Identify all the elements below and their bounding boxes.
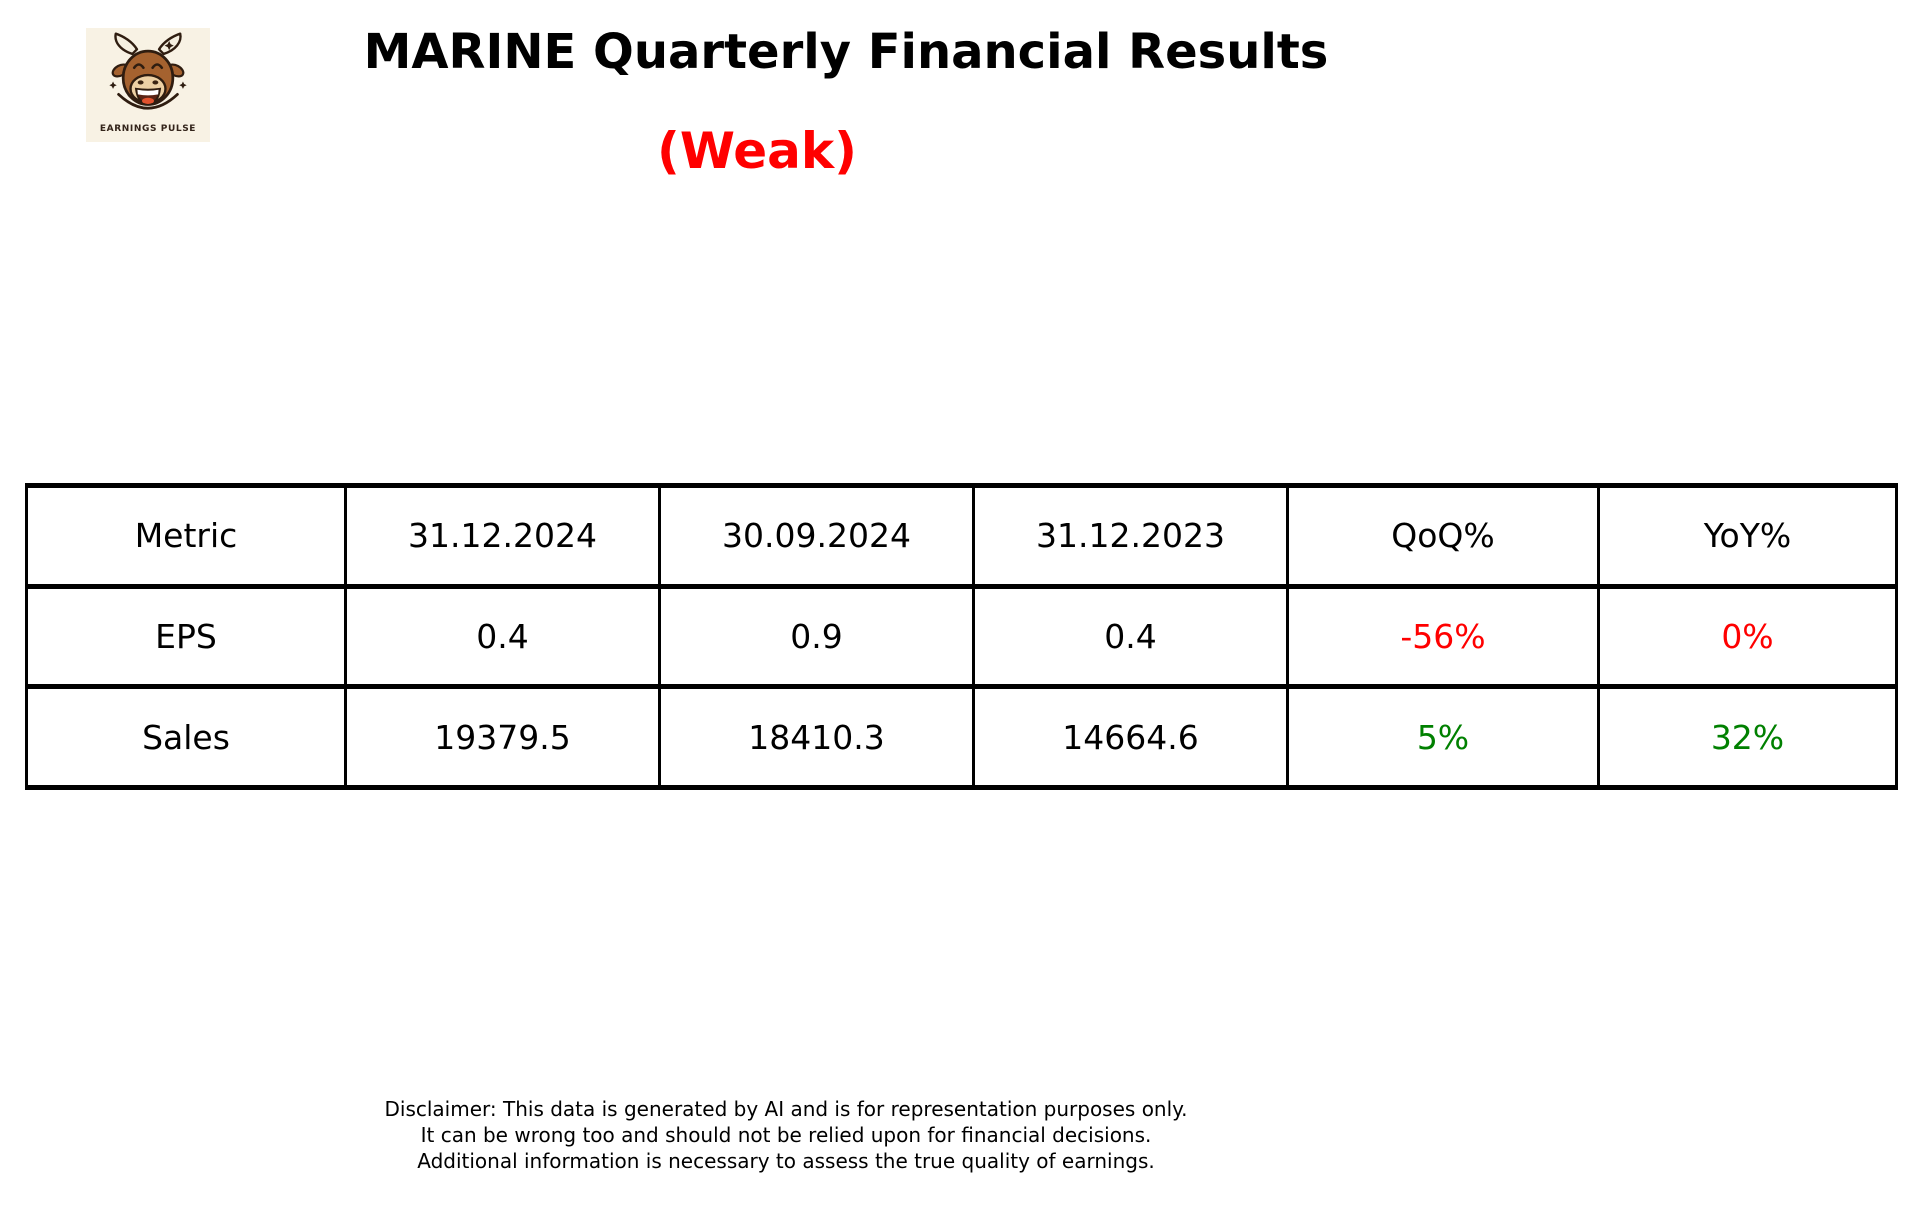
cell-sales-date-3: 14664.6 xyxy=(972,684,1289,790)
page-subtitle: (Weak) xyxy=(657,122,857,180)
table-row-sales: Sales 19379.5 18410.3 14664.6 5% 32% xyxy=(25,684,1898,790)
cell-sales-metric: Sales xyxy=(25,684,347,790)
cell-sales-qoq: 5% xyxy=(1286,684,1600,790)
disclaimer-line-2: It can be wrong too and should not be re… xyxy=(420,1123,1152,1147)
table-row-eps: EPS 0.4 0.9 0.4 -56% 0% xyxy=(25,583,1898,690)
header-cell-metric: Metric xyxy=(25,483,347,589)
cell-eps-date-3: 0.4 xyxy=(972,583,1289,690)
header-cell-date-1: 31.12.2024 xyxy=(344,483,661,589)
cell-eps-yoy: 0% xyxy=(1597,583,1898,690)
header-cell-yoy: YoY% xyxy=(1597,483,1898,589)
header-cell-date-2: 30.09.2024 xyxy=(658,483,975,589)
header-cell-qoq: QoQ% xyxy=(1286,483,1600,589)
disclaimer-line-1: Disclaimer: This data is generated by AI… xyxy=(384,1097,1188,1121)
cell-eps-date-2: 0.9 xyxy=(658,583,975,690)
cell-eps-date-1: 0.4 xyxy=(344,583,661,690)
disclaimer: Disclaimer: This data is generated by AI… xyxy=(385,1096,1188,1174)
financial-results-table: Metric 31.12.2024 30.09.2024 31.12.2023 … xyxy=(25,483,1898,790)
cell-eps-metric: EPS xyxy=(25,583,347,690)
disclaimer-line-3: Additional information is necessary to a… xyxy=(417,1149,1155,1173)
bull-icon xyxy=(102,30,194,122)
header-cell-date-3: 31.12.2023 xyxy=(972,483,1289,589)
page-title: MARINE Quarterly Financial Results xyxy=(363,24,1329,80)
cell-eps-qoq: -56% xyxy=(1286,583,1600,690)
table-header-row: Metric 31.12.2024 30.09.2024 31.12.2023 … xyxy=(25,483,1898,589)
cell-sales-date-1: 19379.5 xyxy=(344,684,661,790)
logo-brand-text: EARNINGS PULSE xyxy=(99,124,197,134)
earnings-pulse-logo: EARNINGS PULSE xyxy=(86,28,210,142)
cell-sales-yoy: 32% xyxy=(1597,684,1898,790)
cell-sales-date-2: 18410.3 xyxy=(658,684,975,790)
